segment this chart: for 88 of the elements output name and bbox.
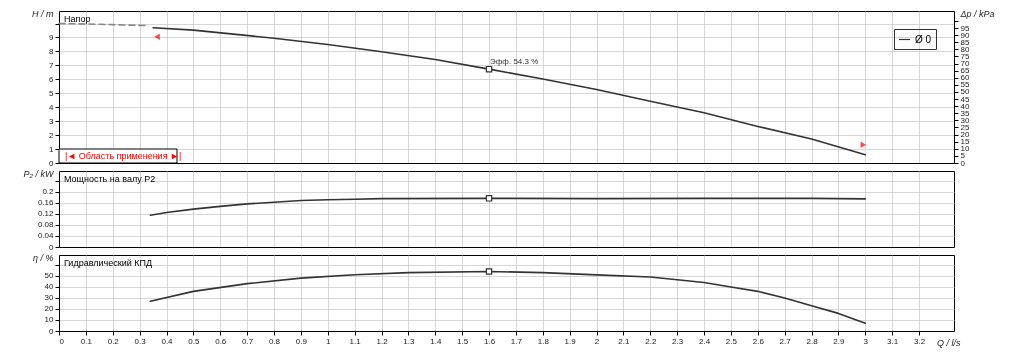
y-tick-label: 0.16 [37, 198, 55, 208]
x-tick-label: 1.3 [403, 336, 416, 346]
y-tick-label: 0.12 [37, 209, 55, 219]
y-tick-label: 3 [49, 116, 55, 126]
x-tick-label: 0.2 [107, 336, 120, 346]
x-axis-title: Q / l/s [936, 337, 961, 348]
x-tick-label: 0.7 [242, 336, 254, 346]
y-tick-label: 5 [49, 88, 55, 98]
y2-tick-label: 35 [960, 108, 970, 118]
y2-tick-label: 30 [960, 115, 970, 125]
y2-tick-label: 45 [960, 94, 970, 104]
x-tick-label: 2.7 [779, 336, 792, 346]
y-tick-label: 0 [49, 242, 55, 252]
y2-tick-label: 90 [960, 30, 970, 40]
x-tick-label: 2 [594, 336, 600, 346]
y2-tick-label: 65 [960, 66, 970, 76]
y-tick-label: 40 [44, 282, 55, 292]
y2-tick-label: 80 [960, 44, 970, 54]
y-axis-title: η / % [32, 252, 54, 263]
x-tick-label: 3.2 [914, 336, 926, 346]
x-tick-label: 2.1 [618, 336, 631, 346]
y-tick-label: 9 [49, 33, 55, 42]
y-tick-label: 1 [49, 144, 55, 154]
annotation: Мощность на валу P2 [64, 174, 156, 184]
y2-tick-label: 95 [960, 23, 970, 33]
x-tick-label: 1.8 [537, 336, 550, 346]
x-tick-label: 1.5 [457, 336, 469, 346]
x-tick-label: 1.6 [483, 336, 496, 346]
y2-tick-label: 5 [960, 151, 966, 161]
y2-tick-label: 40 [960, 101, 970, 111]
y2-tick-label: 60 [960, 73, 970, 83]
x-tick-label: 3.1 [887, 336, 899, 346]
x-tick-label: 0 [59, 336, 65, 346]
y-tick-label: 7 [49, 60, 55, 70]
x-tick-label: 0.6 [215, 336, 227, 346]
x-tick-label: 1.4 [430, 336, 442, 346]
x-tick-label: 1.2 [376, 336, 389, 346]
y-tick-label: 6 [49, 74, 55, 84]
y-tick-label: 0.04 [37, 231, 55, 241]
annotation: Гидравлический КПД [64, 258, 153, 268]
y-tick-label: 50 [44, 271, 55, 281]
y-tick-label: 0.08 [37, 220, 55, 230]
y2-tick-label: 15 [960, 137, 970, 147]
x-tick-label: 2.3 [672, 336, 684, 346]
line-series [149, 270, 867, 325]
x-tick-label: 2.9 [833, 336, 846, 346]
x-tick-label: 1.9 [564, 336, 577, 346]
x-tick-label: 1 [326, 336, 332, 346]
x-tick-label: 0.4 [161, 336, 174, 346]
y2-tick-label: 70 [960, 59, 970, 69]
y-tick-label: 30 [44, 293, 55, 303]
x-tick-label: 0.5 [188, 336, 200, 346]
y2-tick-label: 20 [960, 130, 970, 140]
y2-axis-title: Δp / kPa [959, 8, 995, 19]
y2-tick-label: 75 [960, 51, 970, 61]
x-tick-label: 2.6 [752, 336, 765, 346]
y-tick-label: 8 [49, 46, 55, 56]
x-tick-label: 0.1 [80, 336, 93, 346]
x-tick-label: 0.9 [295, 336, 308, 346]
legend-label: Ø 0 [915, 33, 932, 45]
y2-tick-label: 50 [960, 87, 970, 97]
x-tick-label: 2.5 [725, 336, 738, 346]
y-tick-label: 4 [49, 102, 55, 112]
x-tick-label: 0.3 [134, 336, 147, 346]
x-tick-label: 0.8 [268, 336, 281, 346]
y-axis-title: P₂ / kW [23, 168, 55, 179]
y2-tick-label: 10 [960, 144, 970, 154]
y-tick-label: 20 [44, 304, 55, 314]
annotation: Напор [64, 14, 91, 24]
x-tick-label: 2.2 [645, 336, 657, 346]
x-tick-label: 1.1 [349, 336, 362, 346]
y2-tick-label: 55 [960, 80, 970, 90]
y-tick-label: 0 [49, 326, 55, 336]
annotation: Эфф. 54.3 % [490, 57, 539, 67]
y-tick-label: 0 [49, 158, 55, 168]
x-tick-label: 2.4 [698, 336, 711, 346]
annotation: |◄ Область применения ►| [65, 151, 182, 161]
line-series [149, 197, 867, 217]
x-tick-label: 1.7 [510, 336, 523, 346]
y-tick-label: 10 [44, 315, 55, 325]
y-axis-title: H / m [32, 8, 54, 19]
x-tick-label: 2.8 [806, 336, 819, 346]
y2-tick-label: 0 [960, 158, 966, 168]
y2-tick-label: 25 [960, 122, 970, 132]
y-tick-label: 2 [49, 130, 55, 140]
y2-tick-label: 85 [960, 37, 970, 47]
y-tick-label: 0.2 [42, 187, 55, 197]
x-tick-label: 3 [863, 336, 869, 346]
